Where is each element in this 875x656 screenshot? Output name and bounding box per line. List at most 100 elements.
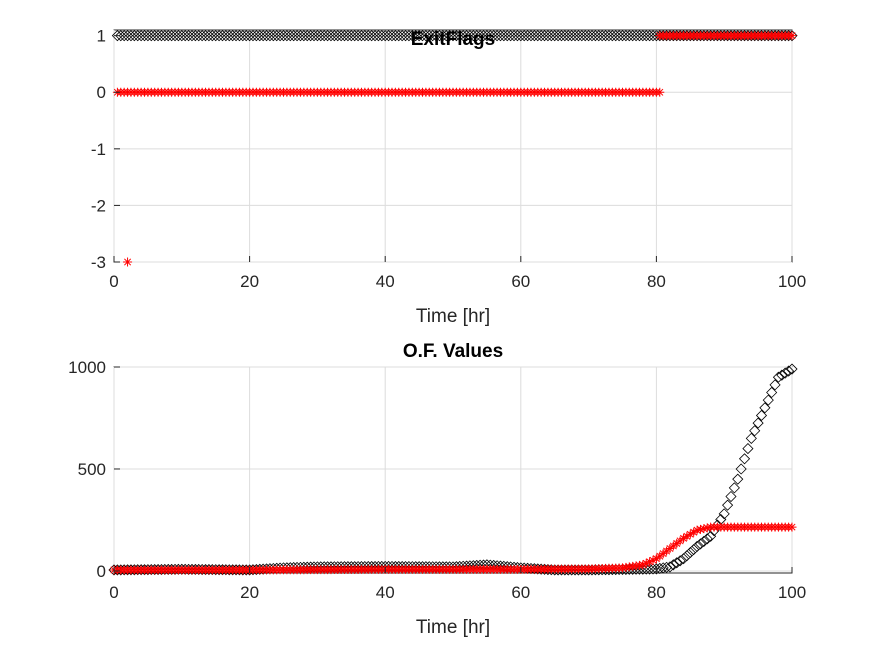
of-values-asterisk-marker (641, 558, 651, 568)
of-values-x-tick-label: 100 (778, 583, 806, 602)
exitflags-x-tick-label: 80 (647, 272, 666, 291)
exitflags-x-ticks: 0 20 40 60 80 100 (109, 256, 806, 291)
of-values-x-tick-label: 0 (109, 583, 118, 602)
of-values-diamond-marker (664, 561, 676, 573)
exitflags-y-tick-label: -3 (91, 253, 106, 272)
of-values-panel: 0 20 40 60 80 100 0 500 1000 O.F. Values Time [… (68, 341, 806, 638)
of-values-y-tick-label: 1000 (68, 358, 106, 377)
of-values-asterisk-marker (695, 524, 705, 534)
of-values-diamond-marker (688, 543, 700, 556)
of-values-asterisk-marker (672, 538, 682, 548)
exitflags-x-tick-label: 20 (240, 272, 259, 291)
exitflags-plot-area (113, 29, 793, 263)
of-values-y-ticks: 0 500 1000 (68, 358, 120, 581)
of-values-y-tick-label: 0 (97, 562, 106, 581)
of-values-asterisk-marker (689, 527, 699, 537)
of-values-diamond-marker (749, 425, 761, 437)
of-values-diamond-marker (654, 562, 666, 574)
of-values-asterisk-marker (787, 522, 797, 532)
exitflags-y-tick-label: -1 (91, 140, 106, 159)
of-values-asterisk-marker (675, 536, 685, 546)
exitflags-asterisk-marker (123, 257, 133, 267)
of-values-asterisk-marker (658, 549, 668, 559)
of-values-diamond-marker (667, 559, 679, 571)
of-values-asterisk-marker (702, 523, 712, 533)
of-values-diamond-marker (681, 550, 693, 562)
of-values-asterisk-marker (699, 524, 709, 534)
of-values-diamond-marker (738, 453, 751, 465)
exitflags-x-tick-label: 40 (376, 272, 395, 291)
exitflags-y-tick-label: 1 (97, 27, 106, 46)
of-values-asterisk-marker (692, 525, 702, 535)
of-values-diamond-marker (671, 557, 683, 569)
of-values-diamond-marker (674, 555, 686, 567)
exitflags-x-tick-label: 0 (109, 272, 118, 291)
of-values-asterisk-marker (638, 560, 648, 570)
of-values-asterisk-marker (648, 555, 658, 565)
of-values-asterisk-marker (621, 562, 631, 572)
of-values-asterisk-marker (682, 531, 692, 541)
of-values-diamond-marker (759, 402, 771, 414)
of-values-diamond-marker (732, 473, 744, 485)
of-values-x-ticks: 0 20 40 60 80 100 (109, 567, 806, 602)
of-values-diamond-marker (650, 563, 662, 575)
of-values-diamond-marker (722, 499, 734, 511)
exitflags-panel: 0 20 40 60 80 100 -3 -2 -1 0 1 ExitFlags Time [hr… (91, 27, 806, 327)
of-values-x-tick-label: 80 (647, 583, 666, 602)
of-values-plot-area (113, 366, 793, 574)
of-values-diamond-marker (701, 533, 713, 545)
of-values-diamond-marker (766, 386, 778, 399)
of-values-x-tick-label: 60 (511, 583, 530, 602)
of-values-x-tick-label: 40 (376, 583, 395, 602)
of-values-asterisk-marker (618, 563, 627, 573)
of-values-diamond-marker (779, 367, 791, 379)
exitflags-asterisk-marker (787, 31, 797, 41)
of-values-diamond-marker (677, 553, 690, 565)
of-values-diamond-marker (783, 365, 795, 377)
exitflags-x-tick-label: 60 (511, 272, 530, 291)
exitflags-title: ExitFlags (411, 29, 495, 50)
of-values-diamond-marker (694, 538, 707, 550)
exitflags-y-tick-label: 0 (97, 83, 106, 102)
of-values-diamond-marker (776, 369, 788, 381)
of-values-diamond-marker (661, 561, 673, 573)
of-values-diamond-marker (728, 482, 740, 494)
of-values-asterisk-marker (685, 529, 695, 539)
exitflags-x-tick-label: 100 (778, 272, 806, 291)
of-values-asterisk-marker (628, 561, 638, 571)
of-values-diamond-marker (705, 530, 717, 542)
of-values-asterisk-marker (624, 562, 634, 572)
of-values-asterisk-marker (645, 557, 655, 567)
of-values-diamond-marker (684, 547, 696, 559)
of-values-asterisk-marker (668, 541, 678, 551)
of-values-diamond-marker (742, 443, 754, 455)
of-values-markers (108, 363, 798, 576)
of-values-diamond-marker (718, 508, 730, 520)
exitflags-y-ticks: -3 -2 -1 0 1 (91, 27, 120, 272)
of-values-asterisk-marker (655, 551, 665, 561)
of-values-title: O.F. Values (403, 341, 503, 362)
exitflags-x-axis-label: Time [hr] (416, 306, 490, 327)
exitflags-markers (111, 30, 798, 267)
of-values-x-tick-label: 20 (240, 583, 259, 602)
of-values-x-axis-label: Time [hr] (416, 617, 490, 638)
of-values-y-tick-label: 500 (78, 460, 106, 479)
of-values-diamond-marker (752, 417, 764, 429)
of-values-diamond-marker (698, 535, 710, 547)
of-values-diamond-marker (772, 371, 785, 383)
of-values-diamond-marker (786, 363, 798, 375)
exitflags-asterisk-marker (655, 87, 665, 97)
of-values-diamond-marker (745, 432, 757, 444)
of-values-asterisk-marker (662, 546, 672, 556)
of-values-diamond-marker (762, 394, 774, 406)
of-values-asterisk-marker (634, 560, 644, 570)
of-values-diamond-marker (725, 490, 737, 503)
of-values-diamond-marker (755, 409, 768, 422)
of-values-asterisk-marker (631, 561, 641, 571)
of-values-asterisk-marker (651, 554, 661, 564)
of-values-diamond-marker (657, 562, 669, 574)
of-values-diamond-marker (769, 379, 781, 391)
exitflags-y-tick-label: -2 (91, 196, 106, 215)
of-values-diamond-marker (735, 463, 747, 475)
